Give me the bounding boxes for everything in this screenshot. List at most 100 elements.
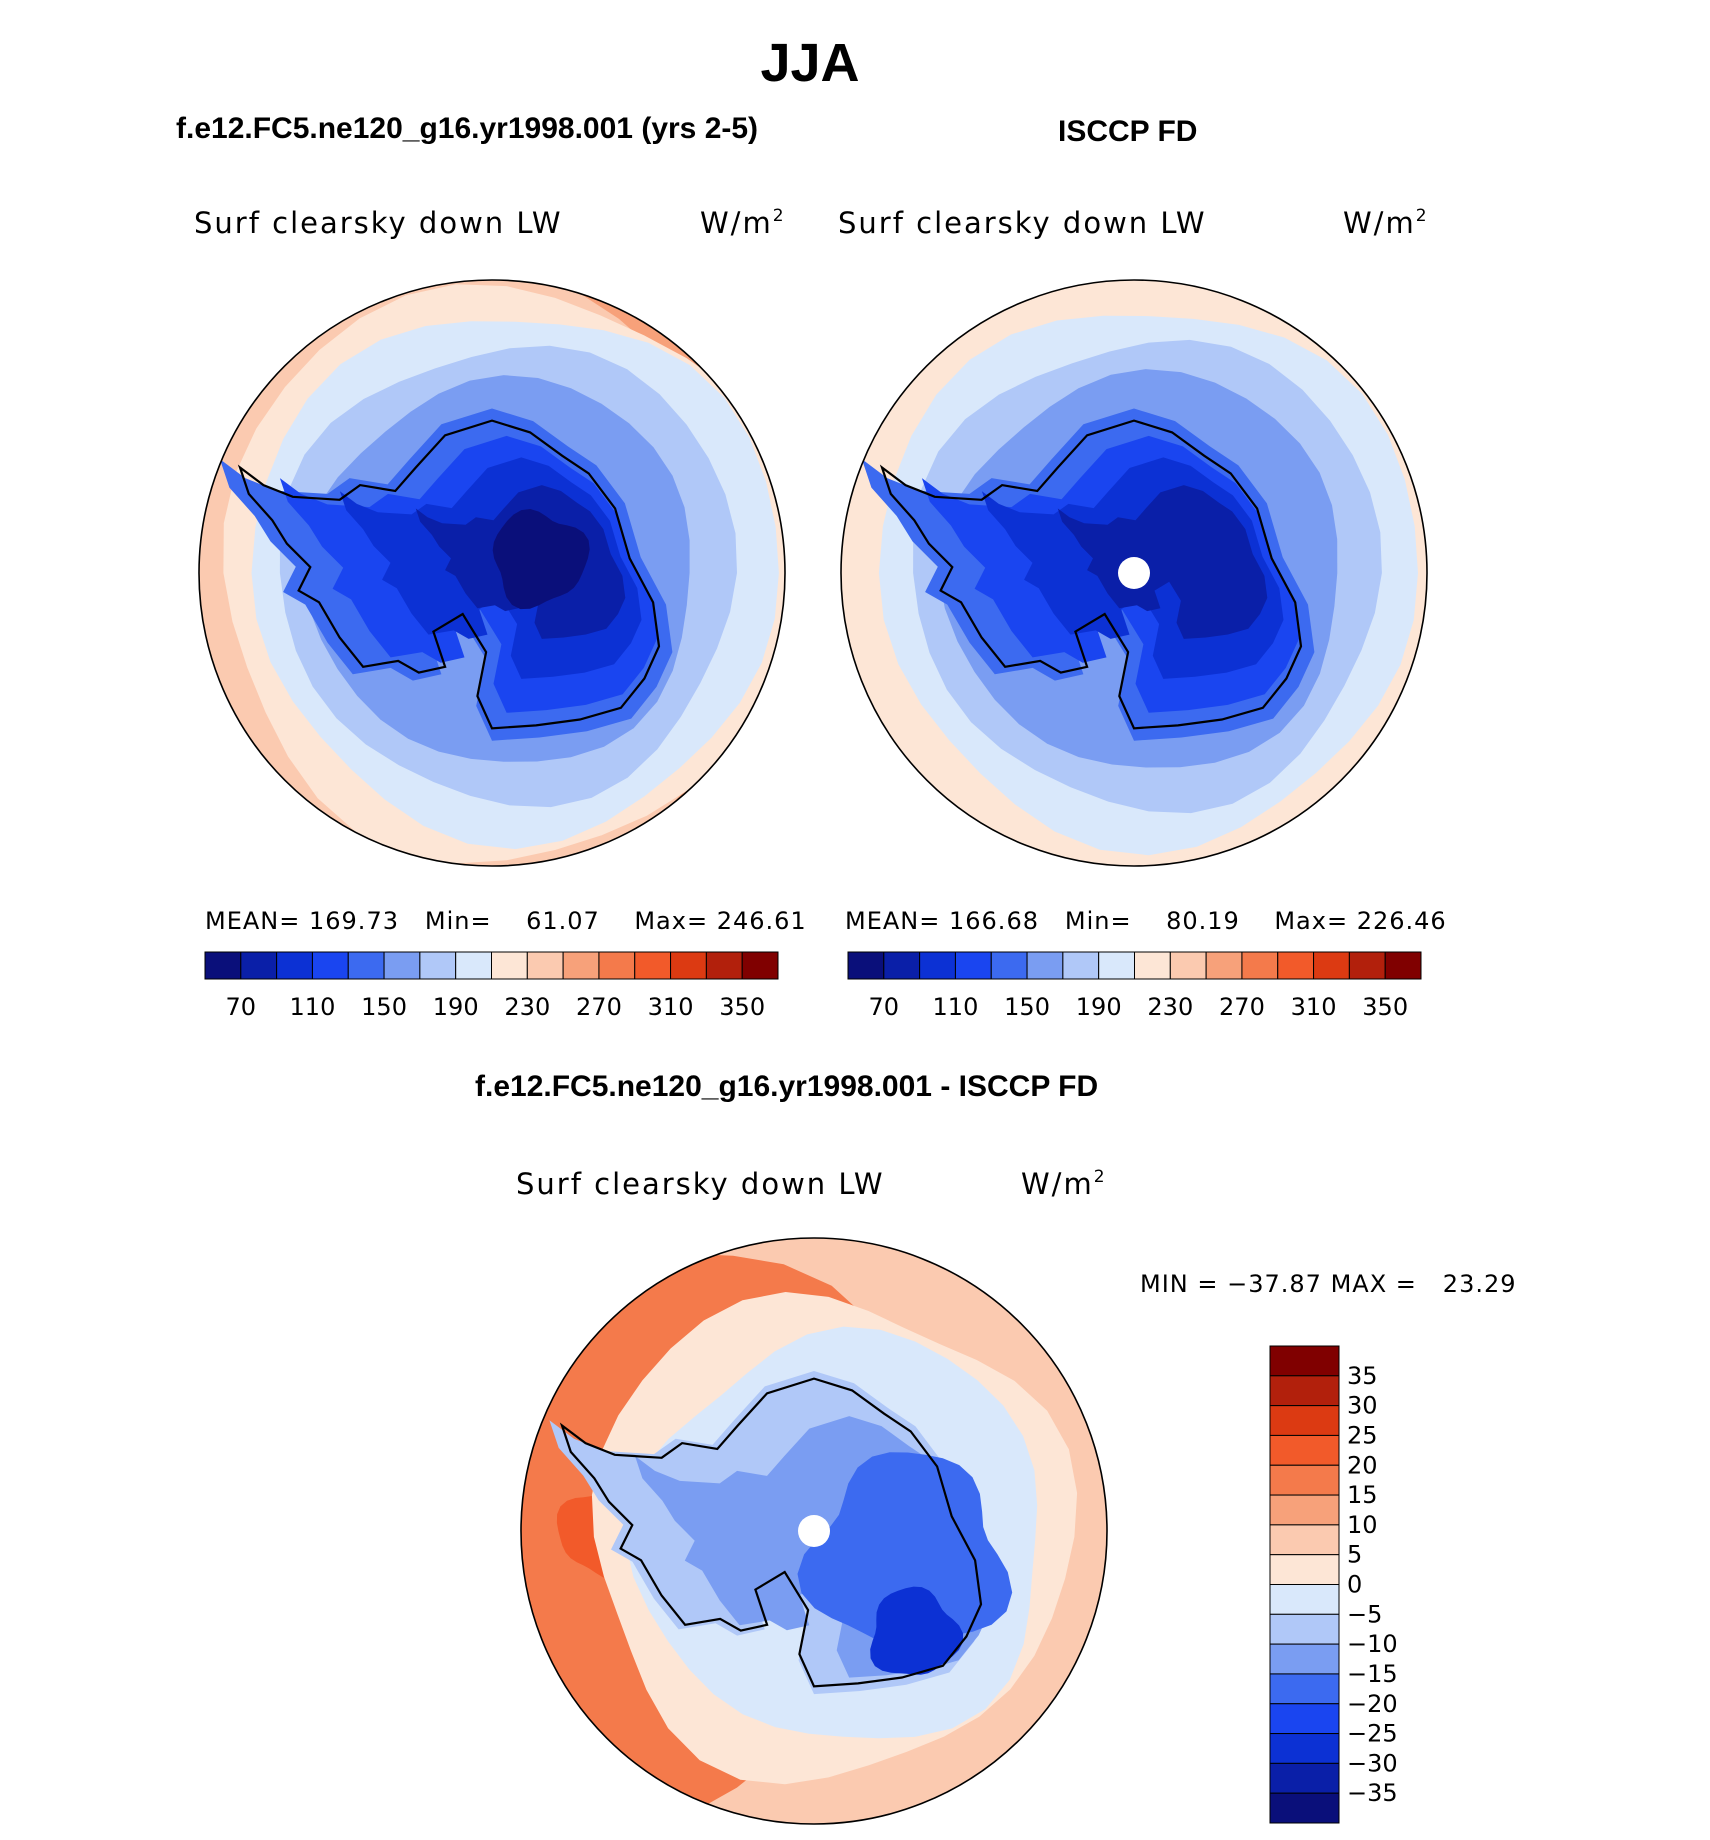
panel3-colorbar-tick-label: 35 <box>1347 1362 1378 1390</box>
panel2-pole-mask <box>1118 557 1150 589</box>
panel3-colorbar-swatch-10 <box>1269 1643 1340 1675</box>
panel3-colorbar-tick-label: 5 <box>1347 1541 1362 1569</box>
panel3-map-fill <box>521 1238 1107 1824</box>
panel3-colorbar-swatch-8 <box>1269 1584 1340 1615</box>
panel1-stats: MEAN= 169.73 Min= 61.07 Max= 246.61 <box>205 907 807 935</box>
panel3-colorbar-swatch-13 <box>1269 1733 1340 1764</box>
panel2-max-value: 226.46 <box>1356 907 1447 935</box>
panel1-colorbar-swatch-1 <box>240 951 278 980</box>
panel2-colorbar-swatch-5 <box>1026 951 1064 980</box>
panel3-east-peak <box>870 1586 964 1675</box>
panel1-variable-label: Surf clearsky down LW <box>194 206 563 240</box>
panel1-colorbar-swatch-11 <box>598 951 636 980</box>
panel2-colorbar-swatch-12 <box>1277 951 1315 980</box>
panel2-max-label: Max= <box>1274 907 1349 935</box>
panel1-map-border <box>198 279 786 867</box>
panel1-colorbar-swatch-9 <box>526 951 564 980</box>
right-panel-title: ISCCP FD <box>1058 115 1198 148</box>
panel2-colorbar-tick-label: 110 <box>933 993 979 1021</box>
panel1-colorbar-swatch-6 <box>419 951 457 980</box>
panel2-colorbar-swatch-14 <box>1348 951 1386 980</box>
panel3-colorbar-tick-label: 25 <box>1347 1421 1378 1449</box>
panel2-colorbar-swatch-2 <box>919 951 956 980</box>
panel1-min-label: Min= <box>424 907 492 935</box>
left-panel-title: f.e12.FC5.ne120_g16.yr1998.001 (yrs 2-5) <box>176 112 759 145</box>
panel1-min-value: 61.07 <box>526 907 600 935</box>
panel1-colorbar: 70 110 150 190 230 270 310 350 <box>204 951 779 1021</box>
panel3-units-label: W/m2 <box>1021 1167 1107 1201</box>
panel2-colorbar-swatch-6 <box>1062 951 1100 980</box>
panel3-colorbar-swatch-3 <box>1269 1434 1340 1466</box>
panel1-colorbar-tick-label: 190 <box>433 993 479 1021</box>
panel3-east-cold <box>797 1452 1013 1646</box>
diff-panel-title: f.e12.FC5.ne120_g16.yr1998.001 - ISCCP F… <box>475 1070 1099 1103</box>
panel3-colorbar-tick-label: 30 <box>1347 1392 1378 1420</box>
panel1-colorbar-swatch-3 <box>311 951 349 980</box>
panel2-colorbar-tick-label: 150 <box>1004 993 1050 1021</box>
panel3-colorbar-swatch-5 <box>1269 1494 1340 1526</box>
panel1-colorbar-swatch-10 <box>562 951 600 980</box>
panel3-colorbar-tick-label: −5 <box>1347 1600 1382 1628</box>
panel2-colorbar-swatch-1 <box>883 951 921 980</box>
panel3-colorbar-tick-label: −25 <box>1347 1720 1398 1748</box>
panel1-colorbar-swatch-12 <box>634 951 672 980</box>
panel1-mean-label: MEAN= <box>205 907 301 935</box>
panel1-colorbar-tick-label: 350 <box>719 993 765 1021</box>
panel3-colorbar-tick-label: 15 <box>1347 1481 1378 1509</box>
panel2-map-border <box>840 279 1428 867</box>
panel3-colorbar-tick-label: −10 <box>1347 1630 1398 1658</box>
panel2-stats: MEAN= 166.68 Min= 80.19 Max= 226.46 <box>845 907 1447 935</box>
panel1-map-fill <box>199 280 785 866</box>
panel2-variable-label: Surf clearsky down LW <box>838 206 1207 240</box>
panel3-colorbar-swatch-15 <box>1269 1792 1340 1824</box>
panel3-colorbar-swatch-12 <box>1269 1703 1340 1735</box>
panel1-colorbar-swatch-7 <box>455 951 492 980</box>
figure-title: JJA <box>760 33 860 93</box>
panel3-colorbar-swatch-14 <box>1269 1762 1340 1794</box>
panel1-colorbar-swatch-14 <box>705 951 743 980</box>
panel2-map-fill <box>841 280 1427 866</box>
panel1-max-label: Max= <box>634 907 709 935</box>
panel3-max-label: MAX = <box>1330 1270 1417 1298</box>
panel3-colorbar-tick-label: −20 <box>1347 1690 1398 1718</box>
panel2-mean-value: 166.68 <box>949 907 1039 935</box>
panel2-colorbar-tick-label: 70 <box>869 993 900 1021</box>
panel2-colorbar-tick-label: 190 <box>1076 993 1122 1021</box>
panel2-colorbar-swatch-3 <box>954 951 992 980</box>
panel2-colorbar-swatch-0 <box>847 951 885 980</box>
panel1-minimum-fill <box>492 509 590 610</box>
panel2-colorbar-swatch-9 <box>1169 951 1207 980</box>
panel1-colorbar-tick-label: 310 <box>648 993 694 1021</box>
panel1-max-value: 246.61 <box>716 907 807 935</box>
panel1-mean-value: 169.73 <box>309 907 399 935</box>
panel2-min-value: 80.19 <box>1166 907 1240 935</box>
panel1-colorbar-swatch-0 <box>204 951 242 980</box>
panel2-colorbar-swatch-13 <box>1313 951 1350 980</box>
panel2-min-label: Min= <box>1064 907 1132 935</box>
panel3-colorbar-swatch-0 <box>1269 1345 1340 1377</box>
panel3-colorbar-swatch-11 <box>1269 1673 1340 1705</box>
panel2-colorbar-swatch-10 <box>1205 951 1243 980</box>
panel2-colorbar: 70 110 150 190 230 270 310 350 <box>847 951 1422 1021</box>
panel2-colorbar-swatch-15 <box>1384 951 1422 980</box>
panel3-max-value: 23.29 <box>1442 1270 1517 1298</box>
panel3-colorbar-tick-label: 20 <box>1347 1451 1378 1479</box>
panel3-map-border <box>520 1237 1108 1825</box>
panel1-colorbar-tick-label: 70 <box>226 993 257 1021</box>
panel3-pole-mask <box>798 1515 830 1547</box>
panel3-colorbar-tick-label: 10 <box>1347 1511 1378 1539</box>
panel2-units-label: W/m2 <box>1343 206 1429 240</box>
panel2-colorbar-swatch-4 <box>990 951 1028 980</box>
panel1-colorbar-tick-label: 110 <box>290 993 336 1021</box>
panel3-coastline <box>559 1377 983 1688</box>
panel3-colorbar-swatch-6 <box>1269 1524 1340 1556</box>
panel3-colorbar-tick-label: 0 <box>1347 1571 1362 1599</box>
panel3-min-value: −37.87 <box>1227 1270 1322 1298</box>
panel2-colorbar-swatch-11 <box>1241 951 1279 980</box>
panel2-colorbar-tick-label: 270 <box>1219 993 1265 1021</box>
panel1-units-label: W/m2 <box>700 206 786 240</box>
panel2-dome-fill <box>1057 485 1268 639</box>
panel3-colorbar-swatch-2 <box>1269 1405 1340 1436</box>
